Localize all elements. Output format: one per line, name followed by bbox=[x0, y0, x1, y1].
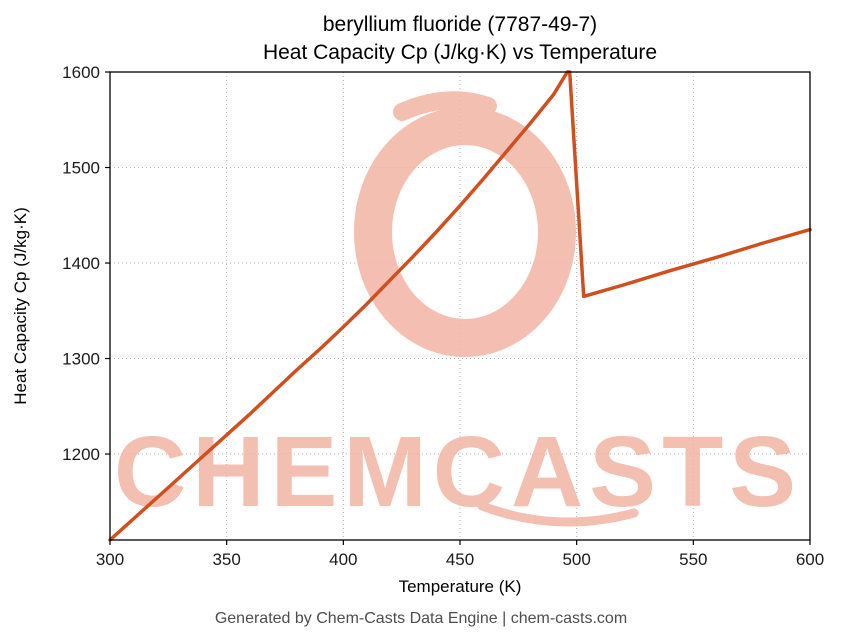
watermark-logo-tail bbox=[393, 91, 497, 121]
watermark-logo-ring bbox=[354, 107, 576, 357]
x-axis-label: Temperature (K) bbox=[399, 577, 522, 596]
x-tick-label: 600 bbox=[796, 550, 824, 569]
y-tick-label: 1600 bbox=[62, 63, 100, 82]
x-tick-label: 450 bbox=[446, 550, 474, 569]
x-tick-label: 300 bbox=[96, 550, 124, 569]
tick-layer: 300 350 400 450 500 550 600 1200 1300 1400 1500 160… bbox=[62, 63, 824, 569]
x-tick-label: 400 bbox=[329, 550, 357, 569]
watermark-swoosh bbox=[477, 501, 639, 527]
y-tick-label: 1300 bbox=[62, 350, 100, 369]
y-axis-label: Heat Capacity Cp (J/kg·K) bbox=[11, 207, 30, 404]
watermark-text: CHEMCASTS bbox=[114, 416, 802, 528]
x-tick-label: 500 bbox=[562, 550, 590, 569]
chart-title: beryllium fluoride (7787-49-7) bbox=[323, 13, 597, 36]
chart-subtitle: Heat Capacity Cp (J/kg·K) vs Temperature bbox=[263, 41, 657, 64]
series-layer bbox=[108, 70, 812, 542]
watermark: CHEMCASTS bbox=[114, 91, 802, 528]
x-tick-label: 550 bbox=[679, 550, 707, 569]
series-line bbox=[108, 70, 812, 542]
footer-text: Generated by Chem-Casts Data Engine | ch… bbox=[215, 610, 627, 627]
y-tick-label: 1500 bbox=[62, 159, 100, 178]
y-tick-label: 1200 bbox=[62, 445, 100, 464]
x-tick-label: 350 bbox=[212, 550, 240, 569]
y-tick-label: 1400 bbox=[62, 254, 100, 273]
